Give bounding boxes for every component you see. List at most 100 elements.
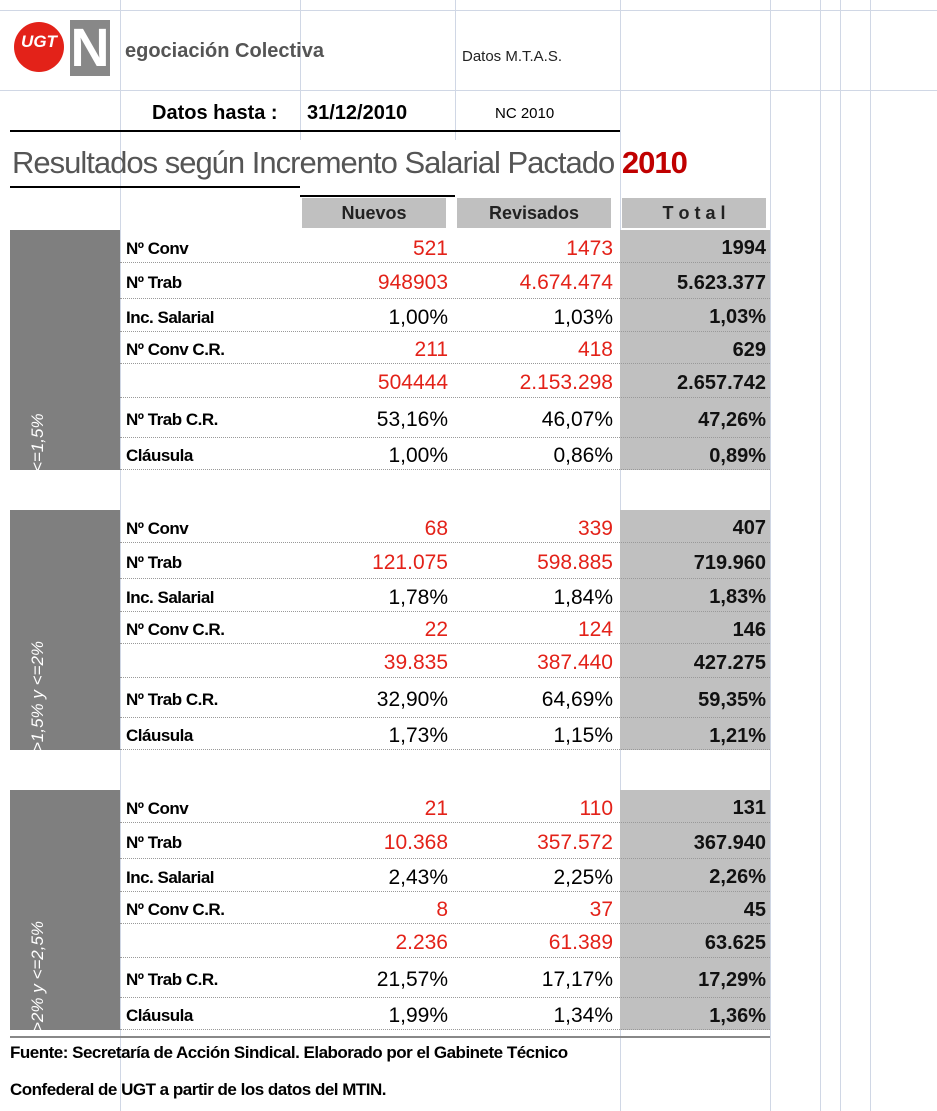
grid [120,0,121,1111]
row-line [120,1029,770,1030]
row-label: Nº Trab C.R. [126,690,218,709]
row-label: Nº Conv [126,519,189,538]
nuevos: 2,43% [388,866,448,889]
total: 146 [732,619,766,641]
revisados: 598.885 [537,551,613,574]
grid [770,0,771,1111]
revisados: 1473 [566,237,613,260]
total: 1994 [721,237,767,259]
total: 367.940 [693,832,766,854]
grid [820,0,821,1111]
nuevos: 32,90% [376,688,448,711]
group-label: >1,5% y <=2% [28,640,47,752]
nuevos: 10.368 [383,831,448,854]
row-line [120,677,770,678]
row-line [120,437,770,438]
group-box [10,790,120,1030]
title-text: Resultados según Incremento Salarial Pac… [12,145,615,180]
grid [455,0,456,140]
revisados: 4.674.474 [519,271,613,294]
revisados: 124 [577,618,613,641]
nuevos: 21,57% [376,968,448,991]
nuevos: 22 [424,618,448,641]
row-line [120,957,770,958]
grid [0,90,937,91]
title-year: 2010 [621,145,688,180]
rule [300,195,455,197]
grid [840,0,841,1111]
revisados: 1,34% [553,1004,613,1027]
revisados: 110 [579,797,613,820]
rule [10,186,300,188]
nuevos: 211 [414,338,448,361]
revisados: 2.153.298 [519,371,613,394]
nuevos: 68 [424,517,448,540]
rule [10,1036,770,1038]
row-line [120,262,770,263]
revisados: 357.572 [537,831,613,854]
revisados: 61.389 [548,931,613,954]
group-label: <=1,5% [28,413,47,472]
nuevos: 2.236 [395,931,448,954]
row-label: Inc. Salarial [126,588,215,607]
row-label: Nº Trab [126,553,182,572]
row-label: Nº Conv C.R. [126,340,225,359]
total: 427.275 [693,652,766,674]
rule [10,130,620,132]
row-label: Nº Trab C.R. [126,410,218,429]
revisados: 64,69% [541,688,613,711]
nuevos: 504444 [377,371,448,394]
column-header: Nuevos [302,198,446,228]
nuevos: 39.835 [383,651,448,674]
total: 1,36% [709,1005,766,1027]
row-label: Nº Conv C.R. [126,900,225,919]
total: 629 [732,339,766,361]
nuevos: 1,00% [388,306,448,329]
row-label: Cláusula [126,726,193,745]
total: 45 [743,899,766,921]
title: Resultados según Incremento Salarial Pac… [12,145,688,181]
nuevos: 53,16% [376,408,448,431]
total: 2.657.742 [677,372,766,394]
revisados: 1,84% [553,586,613,609]
row-line [120,611,770,612]
revisados: 339 [577,517,613,540]
total: 1,21% [709,725,766,747]
date-label: Datos hasta : [152,102,278,124]
row-line [120,469,770,470]
nuevos: 8 [436,898,448,921]
row-line [120,822,770,823]
row-line [120,858,770,859]
total: 63.625 [704,932,766,954]
revisados: 1,03% [553,306,613,329]
nuevos: 1,78% [388,586,448,609]
initial: N [70,18,110,78]
total: 0,89% [709,445,766,467]
row-line [120,363,770,364]
row-label: Nº Trab [126,273,182,292]
group-box [10,510,120,750]
row-label: Cláusula [126,446,193,465]
group-box [10,230,120,470]
row-label: Nº Conv [126,239,189,258]
row-line [120,578,770,579]
row-label: Nº Trab C.R. [126,970,218,989]
footer: Fuente: Secretaría de Acción Sindical. E… [10,1043,568,1062]
total: 407 [732,517,766,539]
row-label: Cláusula [126,1006,193,1025]
total: 1,03% [709,306,766,328]
revisados: 17,17% [541,968,613,991]
revisados: 1,15% [553,724,613,747]
row-label: Nº Conv C.R. [126,620,225,639]
row-label: Nº Conv [126,799,189,818]
row-line [120,997,770,998]
total: 59,35% [698,689,766,711]
nuevos: 521 [412,237,448,260]
total: 1,83% [709,586,766,608]
revisados: 387.440 [537,651,613,674]
date: 31/12/2010 [307,102,408,124]
row-label: Inc. Salarial [126,308,215,327]
row-line [120,298,770,299]
group-label: >2% y <=2,5% [28,920,47,1032]
